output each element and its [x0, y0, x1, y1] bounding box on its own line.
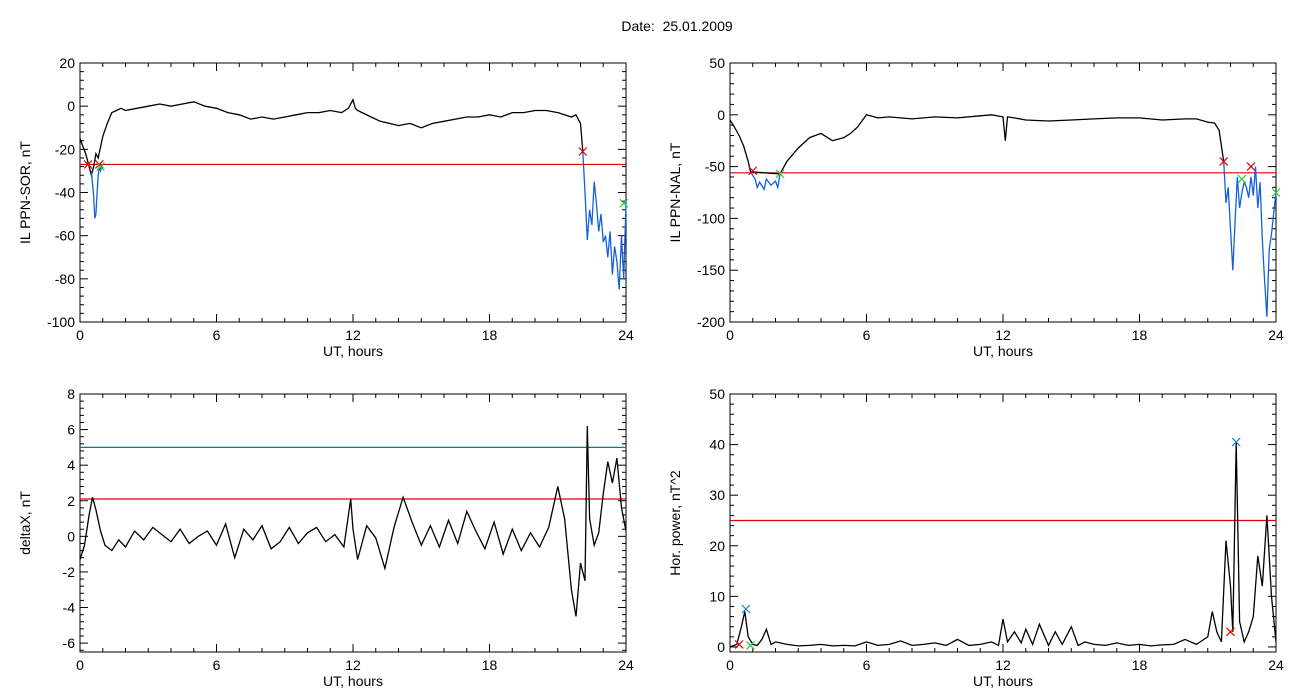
x-tick-label: 12 — [345, 657, 361, 673]
y-tick-label: 0 — [717, 639, 725, 655]
y-tick-label: -100 — [47, 314, 75, 330]
event-marker — [748, 166, 758, 176]
x-tick-label: 24 — [1268, 327, 1284, 343]
series-line — [79, 97, 584, 178]
event-marker — [1237, 174, 1247, 184]
event-marker — [1271, 188, 1281, 197]
series-line — [729, 114, 1225, 175]
y-tick-label: 50 — [709, 55, 725, 71]
y-tick-label: 0 — [67, 528, 75, 544]
x-tick-label: 0 — [76, 657, 84, 673]
y-tick-label: 0 — [717, 107, 725, 123]
series-line — [729, 442, 1277, 648]
event-marker — [94, 160, 104, 169]
x-tick-label: 6 — [863, 657, 871, 673]
event-marker — [83, 160, 93, 169]
series-line — [582, 151, 627, 290]
y-tick-label: -4 — [63, 600, 76, 616]
y-axis-label: IL PPN-SOR, nT — [17, 141, 33, 244]
event-marker — [1219, 156, 1229, 166]
y-axis-label: IL PPN-NAL, nT — [667, 142, 683, 242]
y-tick-label: -80 — [55, 271, 75, 287]
x-tick-label: 0 — [76, 327, 84, 343]
series-line — [749, 171, 781, 192]
y-tick-label: 20 — [59, 55, 75, 71]
y-tick-label: -2 — [63, 564, 76, 580]
x-tick-label: 6 — [213, 657, 221, 673]
x-tick-label: 18 — [482, 327, 498, 343]
x-axis-label: UT, hours — [323, 343, 383, 359]
y-tick-label: 2 — [67, 493, 75, 509]
event-marker — [1226, 627, 1235, 637]
y-tick-label: 50 — [709, 386, 725, 402]
event-marker — [96, 162, 105, 172]
y-tick-label: 20 — [709, 538, 725, 554]
page-title: Date: 25.01.2009 — [621, 18, 733, 34]
plot-frame — [729, 393, 1277, 653]
event-marker — [1246, 162, 1256, 172]
x-axis-label: UT, hours — [973, 343, 1033, 359]
x-tick-label: 0 — [726, 327, 734, 343]
x-tick-label: 6 — [863, 327, 871, 343]
y-tick-label: -60 — [55, 228, 75, 244]
y-axis-label: deltaX, nT — [17, 491, 33, 555]
x-axis-label: UT, hours — [973, 673, 1033, 689]
event-marker — [741, 604, 751, 614]
y-tick-label: 0 — [67, 98, 75, 114]
y-tick-label: -6 — [63, 635, 76, 651]
x-tick-label: 12 — [995, 327, 1011, 343]
x-tick-label: 12 — [345, 327, 361, 343]
event-marker — [746, 640, 755, 650]
event-marker — [578, 147, 588, 156]
event-marker — [1231, 437, 1241, 447]
y-tick-label: -200 — [697, 314, 725, 330]
x-axis-label: UT, hours — [323, 673, 383, 689]
x-tick-label: 24 — [1268, 657, 1284, 673]
y-tick-label: -50 — [705, 159, 725, 175]
y-axis-label: Hor. power, nT^2 — [667, 470, 683, 576]
x-tick-label: 12 — [995, 657, 1011, 673]
panel-bottom-right: 0 6 12 18 24 50 40 30 20 10 0 UT, hours Hor. power, … — [667, 386, 1284, 689]
y-tick-label: 8 — [67, 386, 75, 402]
y-tick-label: 30 — [709, 487, 725, 503]
event-marker — [619, 198, 629, 208]
x-tick-label: 18 — [1132, 657, 1148, 673]
event-marker — [775, 169, 785, 179]
y-tick-label: -100 — [697, 210, 725, 226]
y-tick-label: 6 — [67, 422, 75, 438]
panel-top-right: 0 6 12 18 24 50 0 -50 -100 -150 -200 UT, hours IL PP… — [667, 55, 1284, 359]
plot-frame — [729, 62, 1277, 323]
y-tick-label: 40 — [709, 437, 725, 453]
x-tick-label: 24 — [618, 327, 634, 343]
y-tick-label: 10 — [709, 588, 725, 604]
y-tick-label: 4 — [67, 457, 75, 473]
series-line — [1223, 161, 1277, 317]
event-marker — [734, 639, 744, 649]
panel-top-left: 0 6 12 18 24 20 0 -20 -40 -60 -80 -100 UT, hours IL P… — [17, 55, 634, 359]
x-tick-label: 18 — [482, 657, 498, 673]
series-line — [79, 425, 627, 617]
panel-bottom-left: 0 6 12 18 24 8 6 4 2 0 -2 -4 -6 UT, hours deltaX, nT — [17, 386, 634, 689]
x-tick-label: 0 — [726, 657, 734, 673]
y-tick-label: -20 — [55, 141, 75, 157]
y-tick-label: -40 — [55, 185, 75, 201]
x-tick-label: 24 — [618, 657, 634, 673]
y-tick-label: -150 — [697, 262, 725, 278]
x-tick-label: 18 — [1132, 327, 1148, 343]
series-line — [90, 164, 104, 219]
x-tick-label: 6 — [213, 327, 221, 343]
